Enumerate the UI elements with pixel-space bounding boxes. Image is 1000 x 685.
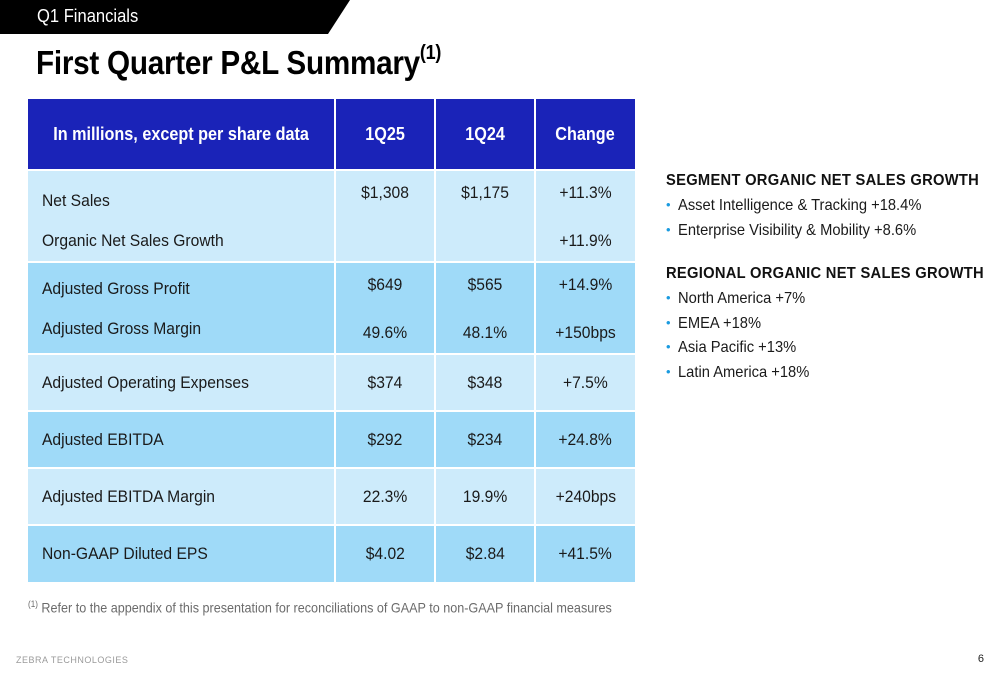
cell-value: $292	[367, 429, 403, 449]
segment-growth-list: • Asset Intelligence & Tracking +18.4% • E…	[666, 194, 986, 243]
row-label: Adjusted EBITDA Margin	[42, 486, 215, 506]
row-label: Net Sales	[42, 191, 110, 210]
cell-value: $348	[467, 372, 503, 392]
cell-value: $1,308	[361, 183, 409, 202]
title-footnote-marker: (1)	[419, 42, 442, 64]
footnote-text: Refer to the appendix of this presentati…	[41, 599, 612, 616]
cell-value: +240bps	[555, 486, 616, 506]
value-cell-1q24: $2.84	[435, 524, 536, 582]
cell-value: +7.5%	[563, 372, 608, 392]
bullet-icon: •	[666, 363, 671, 379]
value-cell-change: +240bps	[535, 467, 635, 525]
table-row-net-sales: Net Sales Organic Net Sales Growth $1,30…	[28, 169, 635, 262]
list-item: • North America +7%	[666, 290, 805, 307]
cell-value: $565	[467, 275, 503, 294]
row-label-cell: Adjusted Operating Expenses	[28, 353, 336, 411]
table-row-ebitda: Adjusted EBITDA $292 $234 +24.8%	[28, 410, 635, 468]
list-item: • Latin America +18%	[666, 363, 809, 381]
row-label: Adjusted EBITDA	[42, 429, 164, 449]
value-cell-1q25: 22.3%	[335, 467, 436, 525]
page-number: 6	[977, 653, 984, 665]
cell-value: $1,175	[461, 183, 509, 202]
page-title: First Quarter P&L Summary(1)	[36, 42, 442, 82]
value-cell-change: +24.8%	[535, 410, 635, 468]
value-cell-change: +11.3% +11.9%	[535, 169, 635, 262]
value-cell-change: +41.5%	[535, 524, 635, 582]
cell-value: +11.3%	[559, 183, 612, 202]
value-cell-1q25: $292	[335, 410, 436, 468]
row-label-cell: Non-GAAP Diluted EPS	[28, 524, 336, 582]
column-header-change: Change	[535, 99, 635, 170]
table-header-row: In millions, except per share data 1Q25 …	[28, 99, 635, 170]
list-item: • Asia Pacific +13%	[666, 339, 796, 356]
cell-value: $234	[467, 429, 503, 449]
list-item: • Enterprise Visibility & Mobility +8.6%	[666, 221, 916, 239]
bullet-icon: •	[666, 339, 671, 354]
value-cell-1q24: $348	[435, 353, 536, 411]
regional-growth-heading: REGIONAL ORGANIC NET SALES GROWTH	[666, 265, 984, 282]
value-cell-change: +14.9% +150bps	[535, 261, 635, 354]
column-header-1q25: 1Q25	[335, 99, 436, 170]
column-header-metric: In millions, except per share data	[28, 99, 336, 170]
column-header-1q24: 1Q24	[435, 99, 536, 170]
row-label: Organic Net Sales Growth	[42, 231, 224, 250]
page-title-text: First Quarter P&L Summary	[36, 44, 420, 81]
value-cell-1q24: $1,175	[435, 169, 536, 262]
cell-value: $2.84	[465, 544, 505, 563]
footnote-marker: (1)	[28, 599, 38, 609]
table-row-ebitda-margin: Adjusted EBITDA Margin 22.3% 19.9% +240b…	[28, 467, 635, 525]
cell-value: 48.1%	[462, 323, 508, 342]
row-label: Adjusted Operating Expenses	[42, 372, 249, 392]
value-cell-1q24: $234	[435, 410, 536, 468]
cell-value: 49.6%	[362, 323, 408, 342]
value-cell-1q25: $649 49.6%	[335, 261, 436, 354]
table-row-gross-profit: Adjusted Gross Profit Adjusted Gross Mar…	[28, 261, 635, 354]
cell-value: +11.9%	[559, 231, 612, 250]
row-label-cell: Adjusted Gross Profit Adjusted Gross Mar…	[28, 261, 336, 354]
cell-value: +150bps	[555, 323, 616, 342]
section-banner	[0, 0, 350, 34]
value-cell-1q24: $565 48.1%	[435, 261, 536, 354]
list-item: • Asset Intelligence & Tracking +18.4%	[666, 197, 921, 214]
cell-value: 22.3%	[362, 486, 408, 506]
row-label: Adjusted Gross Profit	[42, 279, 190, 298]
bullet-icon: •	[666, 290, 671, 305]
value-cell-1q25: $374	[335, 353, 436, 411]
cell-value: $374	[367, 372, 403, 392]
cell-value: +24.8%	[558, 429, 613, 449]
cell-value: +14.9%	[558, 275, 613, 294]
row-label-cell: Net Sales Organic Net Sales Growth	[28, 169, 336, 262]
list-item: • EMEA +18%	[666, 314, 761, 332]
pl-summary-table: In millions, except per share data 1Q25 …	[28, 99, 635, 582]
growth-panel: SEGMENT ORGANIC NET SALES GROWTH • Asset …	[666, 172, 986, 407]
value-cell-change: +7.5%	[535, 353, 635, 411]
value-cell-1q24: 19.9%	[435, 467, 536, 525]
row-label: Non-GAAP Diluted EPS	[42, 544, 208, 563]
cell-value: +41.5%	[558, 544, 613, 563]
cell-value: $649	[367, 275, 403, 294]
footnote: (1) Refer to the appendix of this presen…	[28, 599, 612, 616]
row-label-cell: Adjusted EBITDA	[28, 410, 336, 468]
row-label-cell: Adjusted EBITDA Margin	[28, 467, 336, 525]
cell-value	[440, 231, 530, 251]
regional-growth-list: • North America +7% • EMEA +18% • Asia Paci…	[666, 287, 986, 385]
segment-growth-heading: SEGMENT ORGANIC NET SALES GROWTH	[666, 172, 980, 189]
cell-value: 19.9%	[462, 486, 508, 506]
bullet-icon: •	[666, 314, 671, 330]
row-label: Adjusted Gross Margin	[42, 319, 202, 338]
value-cell-1q25: $1,308	[335, 169, 436, 262]
cell-value	[340, 231, 430, 251]
section-label: Q1 Financials	[37, 6, 139, 26]
table-row-operating-expenses: Adjusted Operating Expenses $374 $348 +7…	[28, 353, 635, 411]
value-cell-1q25: $4.02	[335, 524, 436, 582]
table-row-diluted-eps: Non-GAAP Diluted EPS $4.02 $2.84 +41.5%	[28, 524, 635, 582]
bullet-icon: •	[666, 221, 671, 237]
brand-footer: ZEBRA TECHNOLOGIES	[16, 655, 129, 665]
cell-value: $4.02	[365, 544, 405, 563]
bullet-icon: •	[666, 197, 671, 212]
